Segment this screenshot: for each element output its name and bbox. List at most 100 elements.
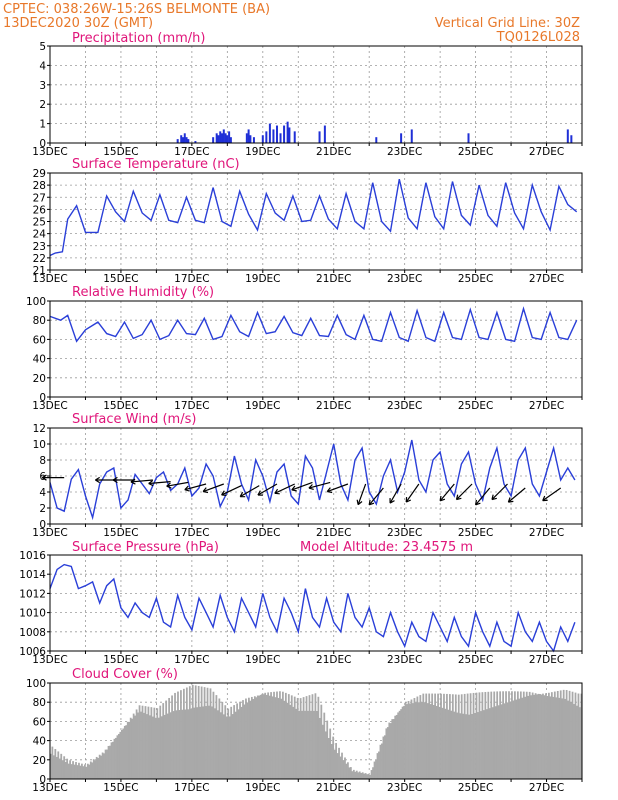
cloud-bar — [326, 720, 329, 779]
cloud-bar — [250, 696, 253, 779]
cloud-bar — [435, 705, 438, 779]
cloud-bar — [185, 687, 188, 779]
cloud-bar — [94, 760, 97, 779]
x-tick-label: 15DEC — [103, 146, 138, 158]
cloud-bar — [259, 694, 262, 779]
cloud-bar — [355, 770, 358, 779]
cloud-bar — [141, 705, 144, 779]
cloud-bar — [415, 702, 417, 779]
y-tick-label: 100 — [26, 296, 46, 308]
cloud-bar — [253, 696, 256, 779]
cloud-bar — [307, 710, 309, 779]
cloud-bar — [456, 712, 459, 779]
cloud-bar — [200, 686, 203, 779]
cloud-bar — [358, 771, 361, 779]
cloud-bar — [422, 693, 425, 779]
cloud-bar — [376, 753, 379, 779]
cloud-bar — [542, 693, 544, 779]
cloud-bar — [203, 687, 206, 779]
y-tick-label: 0 — [39, 774, 46, 786]
cloud-bar — [292, 706, 295, 779]
cloud-bar — [367, 773, 370, 779]
cloud-bar — [308, 695, 311, 779]
wind-arrow-shaft — [221, 485, 242, 496]
cloud-bar — [149, 715, 151, 779]
cloud-bar — [63, 756, 66, 779]
cloud-bar — [231, 714, 234, 779]
cloud-bar — [425, 693, 428, 779]
cloud-bar — [580, 693, 583, 779]
cloud-bar — [332, 736, 335, 779]
x-tick-label: 15DEC — [103, 654, 138, 666]
y-tick-label: 24 — [33, 229, 47, 241]
precip-bar — [212, 137, 215, 143]
wind-arrow-shaft — [439, 483, 455, 502]
x-tick-label: 17DEC — [174, 400, 209, 412]
cloud-bar — [372, 767, 374, 779]
cloud-bar — [508, 691, 510, 779]
precip-bar — [283, 125, 286, 143]
cloud-bar — [413, 698, 416, 779]
cloud-bar — [295, 708, 298, 779]
cloud-bar — [518, 698, 521, 779]
panel-title-wind: Surface Wind (m/s) — [72, 412, 196, 427]
precip-bar — [249, 135, 252, 143]
cloud-bar — [255, 697, 258, 779]
x-tick-label: 13DEC — [32, 273, 67, 285]
wind-arrow — [239, 485, 260, 498]
cloud-bar — [550, 692, 553, 779]
cloud-bar — [106, 749, 108, 779]
cloud-bar — [249, 700, 252, 779]
wind-arrow-head — [239, 491, 246, 498]
cloud-bar — [500, 704, 503, 779]
cloud-bar — [385, 728, 388, 779]
cloud-bar — [180, 690, 182, 779]
cloud-bar — [78, 762, 80, 779]
x-tick-label: 23DEC — [387, 527, 422, 539]
cloud-bar — [364, 773, 367, 779]
wind-arrow-head — [112, 476, 118, 484]
y-tick-label: 1 — [39, 119, 46, 131]
wind-arrow-shaft — [327, 483, 349, 493]
cloud-bar — [86, 763, 89, 779]
cloud-bar — [104, 749, 107, 779]
wind-arrow — [221, 485, 242, 497]
cloud-bar — [305, 696, 308, 779]
cloud-bar — [505, 691, 507, 779]
cloud-bar — [92, 759, 95, 779]
cloud-bar — [107, 745, 110, 779]
cloud-bar — [548, 692, 550, 779]
cloud-bar — [469, 693, 472, 779]
cloud-bar — [98, 754, 101, 779]
x-tick-label: 19DEC — [245, 146, 280, 158]
y-tick-label: 21 — [33, 265, 46, 277]
y-tick-label: 20 — [33, 373, 46, 385]
cloud-bar — [534, 693, 537, 779]
cloud-bar — [218, 698, 221, 779]
x-tick-label: 25DEC — [458, 400, 493, 412]
precip-bar — [400, 133, 403, 143]
x-tick-label: 23DEC — [387, 782, 422, 794]
cloud-bar — [211, 706, 213, 779]
wind-arrow-head — [291, 485, 297, 492]
cloud-bar — [412, 703, 414, 779]
cloud-bar — [165, 700, 168, 779]
cloud-bar — [178, 710, 181, 779]
wind-arrow — [507, 487, 526, 503]
cloud-bar — [519, 691, 522, 779]
x-tick-label: 15DEC — [103, 527, 138, 539]
y-tick-label: 0 — [39, 392, 46, 404]
cloud-bar — [381, 743, 383, 779]
wind-arrow — [291, 481, 313, 492]
cloud-bar — [183, 688, 185, 779]
cloud-bar — [416, 696, 419, 779]
cloud-bar — [224, 705, 227, 779]
cloud-bar — [342, 760, 345, 779]
x-tick-label: 23DEC — [387, 273, 422, 285]
panel-frame — [49, 554, 583, 652]
precip-bar — [286, 121, 289, 143]
wind-arrow-shaft — [166, 481, 189, 487]
cloud-bar — [395, 714, 398, 779]
wind-arrow — [491, 483, 508, 501]
precip-bar — [268, 123, 271, 143]
